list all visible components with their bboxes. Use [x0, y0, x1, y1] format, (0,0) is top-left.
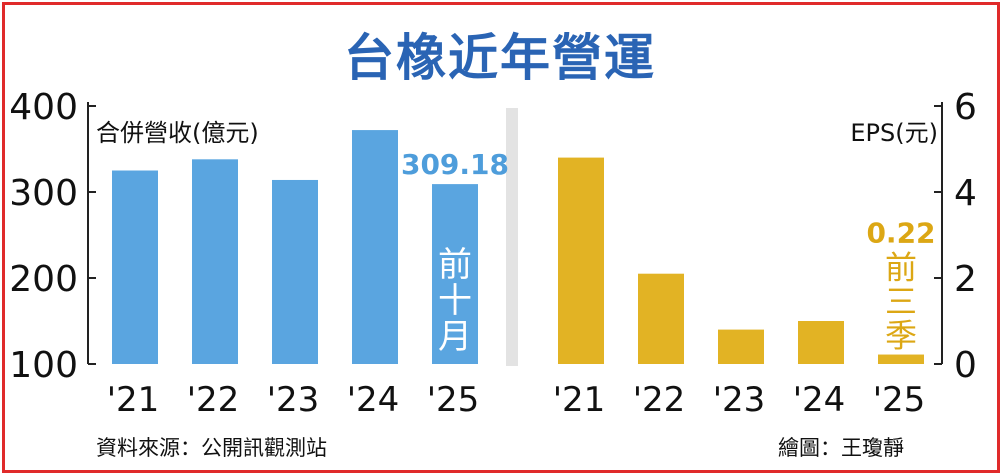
revenue-value-label: 309.18 — [401, 148, 509, 181]
eps-category-label: '25 — [873, 380, 926, 420]
eps-tick-label: 0 — [954, 345, 977, 386]
eps-bar — [878, 354, 924, 364]
revenue-axis-title: 合併營收(億元) — [96, 119, 259, 147]
eps-bar — [718, 329, 764, 364]
eps-value-label: 0.22 — [866, 217, 935, 250]
eps-tick-label: 6 — [954, 87, 977, 128]
eps-note-char: 三 — [885, 283, 917, 321]
chart-title: 台橡近年營運 — [344, 29, 656, 87]
eps-bar — [558, 157, 604, 364]
eps-category-label: '21 — [553, 380, 606, 420]
revenue-category-label: '23 — [267, 380, 320, 420]
eps-axis-title: EPS(元) — [850, 119, 938, 147]
revenue-tick-label: 400 — [9, 87, 78, 128]
eps-note-char: 季 — [885, 317, 917, 355]
eps-tick-label: 4 — [954, 173, 977, 214]
revenue-category-label: '22 — [187, 380, 240, 420]
revenue-category-label: '24 — [347, 380, 400, 420]
eps-category-label: '22 — [633, 380, 686, 420]
eps-bar — [798, 321, 844, 364]
eps-category-label: '23 — [713, 380, 766, 420]
revenue-category-label: '25 — [427, 380, 480, 420]
eps-note-char: 前 — [885, 249, 917, 287]
panel-divider — [506, 108, 518, 366]
eps-category-label: '24 — [793, 380, 846, 420]
revenue-bar — [352, 130, 398, 364]
revenue-bar — [272, 179, 318, 364]
revenue-tick-label: 300 — [9, 173, 78, 214]
source-note: 資料來源：公開訊觀測站 — [96, 436, 327, 460]
revenue-bar — [432, 184, 478, 364]
eps-bar — [638, 273, 684, 364]
revenue-bar — [112, 170, 158, 364]
revenue-tick-label: 200 — [9, 259, 78, 300]
eps-tick-label: 2 — [954, 259, 977, 300]
revenue-bar — [192, 159, 238, 364]
revenue-note-char: 十 — [438, 281, 472, 321]
revenue-tick-label: 100 — [9, 345, 78, 386]
revenue-note-char: 月 — [438, 317, 472, 357]
revenue-category-label: '21 — [107, 380, 160, 420]
revenue-note-char: 前 — [438, 245, 472, 285]
credit-note: 繪圖：王瓊靜 — [778, 436, 904, 460]
